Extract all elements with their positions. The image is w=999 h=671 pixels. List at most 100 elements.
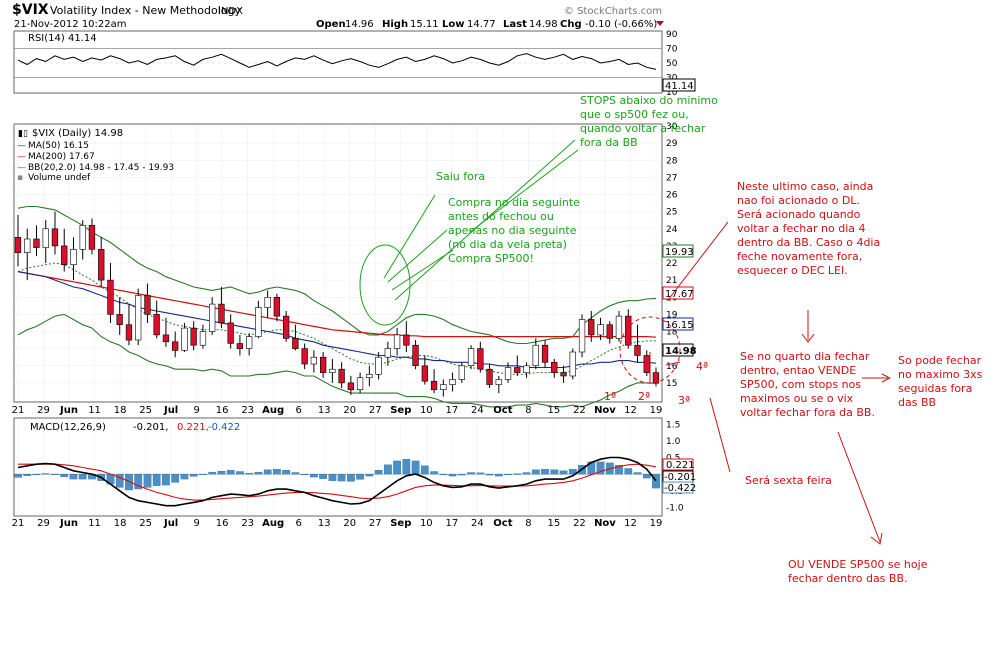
macd-hist-bar <box>245 472 254 475</box>
macd-hist-bar <box>337 473 346 482</box>
macd-tick-label: -1.0 <box>666 503 684 513</box>
candle-body <box>504 367 512 380</box>
macd-hist-bar <box>633 472 642 475</box>
macd-signal-badge: 0.221 <box>666 460 695 471</box>
candle-body <box>310 356 317 365</box>
macd-hist-bar <box>374 470 383 475</box>
bb-lower-line <box>17 313 657 408</box>
macd-legend-v3: -0.422 <box>208 422 240 433</box>
candle-body <box>33 238 40 248</box>
macd-hist-badge: -0.422 <box>664 483 696 494</box>
chart-header: $VIX Volatility Index - New Methodology … <box>12 2 664 30</box>
macd-x-tick-label: 29 <box>37 518 50 529</box>
last-badge: 14.98 <box>665 346 697 357</box>
macd-hist-bar <box>319 473 327 479</box>
price-x-tick-label: 6 <box>296 405 302 416</box>
annotation-neste: Neste ultimo caso, ainda nao foi acionad… <box>737 180 881 277</box>
candle-body <box>51 228 59 247</box>
macd-hist-bar <box>642 473 651 479</box>
candle-body <box>264 296 271 308</box>
candle-body <box>652 372 660 384</box>
last-value: 14.98 <box>529 19 558 30</box>
macd-hist-bar <box>208 471 217 475</box>
volume-legend-swatch: ▪ <box>17 173 23 183</box>
macd-x-tick-label: 22 <box>573 518 586 529</box>
candle-body <box>199 331 207 346</box>
price-x-tick-label: 27 <box>369 405 382 416</box>
annotation-quarto: Se no quarto dia fechar dentro, entao VE… <box>740 350 875 419</box>
price-tick-label: 16 <box>666 362 678 372</box>
red-arrow-sexta <box>709 397 731 473</box>
candle-body <box>440 384 447 391</box>
macd-hist-bar <box>162 473 170 486</box>
macd-hist-bar <box>263 469 272 475</box>
candle-body <box>495 379 502 385</box>
low-label: Low <box>442 19 464 30</box>
price-x-tick-label: 24 <box>471 405 484 416</box>
macd-x-tick-label: 27 <box>369 518 382 529</box>
ma50-badge: 16.15 <box>665 320 694 331</box>
candle-body <box>98 249 105 281</box>
volume-legend: Volume undef <box>28 173 91 183</box>
macd-hist-bar <box>531 469 540 475</box>
macd-hist-bar <box>273 469 281 475</box>
macd-x-tick-label: Jul <box>163 518 178 529</box>
candle-body <box>282 315 290 339</box>
macd-hist-bar <box>180 473 189 480</box>
macd-hist-bar <box>134 473 143 490</box>
candle-body <box>421 365 428 382</box>
price-x-tick-label: Sep <box>390 405 411 416</box>
candle-body <box>347 382 354 391</box>
macd-x-tick-label: 19 <box>650 518 663 529</box>
annotation-drawings <box>359 139 892 545</box>
candle-body <box>403 334 410 346</box>
rsi-tick-label: 10 <box>666 88 678 98</box>
macd-hist-bar <box>652 473 660 489</box>
price-x-tick-label: 18 <box>114 405 127 416</box>
macd-hist-bar <box>402 459 411 475</box>
macd-hist-bar <box>217 471 226 475</box>
rsi-line <box>17 53 657 70</box>
macd-hist-bar <box>199 473 207 476</box>
candle-body <box>615 315 623 339</box>
price-x-tick-label: 23 <box>241 405 254 416</box>
bb-legend: BB(20,2.0) 14.98 - 17.45 - 19.93 <box>28 163 174 173</box>
macd-x-tick-label: 21 <box>12 518 25 529</box>
candle-body <box>430 380 438 391</box>
macd-hist-bar <box>439 473 448 476</box>
macd-x-tick-label: 6 <box>296 518 302 529</box>
macd-hist-bar <box>347 473 355 482</box>
macd-x-tick-label: 8 <box>525 518 531 529</box>
ma50-legend-swatch: — <box>17 141 26 151</box>
price-x-tick-label: 21 <box>12 405 25 416</box>
bb-upper-line <box>17 205 657 345</box>
candle-body <box>356 377 364 391</box>
price-x-tick-label: 11 <box>88 405 101 416</box>
candle-body <box>209 303 216 332</box>
rsi-tick-label: 90 <box>666 30 678 40</box>
macd-x-tick-label: 18 <box>114 518 127 529</box>
price-x-tick-label: Jul <box>163 405 178 416</box>
rsi-tick-label: 70 <box>666 45 678 55</box>
price-tick-label: 25 <box>666 208 677 218</box>
ma50-legend: MA(50) 16.15 <box>28 141 89 151</box>
macd-hist-bar <box>541 469 549 475</box>
candle-body <box>255 307 262 337</box>
macd-hist-bar <box>291 472 300 475</box>
candle-body <box>227 322 234 344</box>
candles <box>14 211 660 397</box>
candle-body <box>393 334 401 349</box>
candle-body <box>125 324 133 341</box>
chg-down-icon <box>656 21 664 26</box>
macd-hist-bar <box>254 471 263 475</box>
annotation-compra: Compra no dia seguinte antes do fechou o… <box>448 196 580 265</box>
bb-upper-badge: 19.93 <box>665 247 694 258</box>
candle-body <box>88 225 96 250</box>
red-arrow-ouvende-head <box>870 532 883 545</box>
stockcharts-watermark: © StockCharts.com <box>564 6 662 17</box>
day-label-3: 3ª <box>678 394 691 407</box>
high-value: 15.11 <box>410 19 439 30</box>
price-tick-label: 19 <box>666 310 678 320</box>
macd-line-badge: -0.201 <box>664 472 696 483</box>
